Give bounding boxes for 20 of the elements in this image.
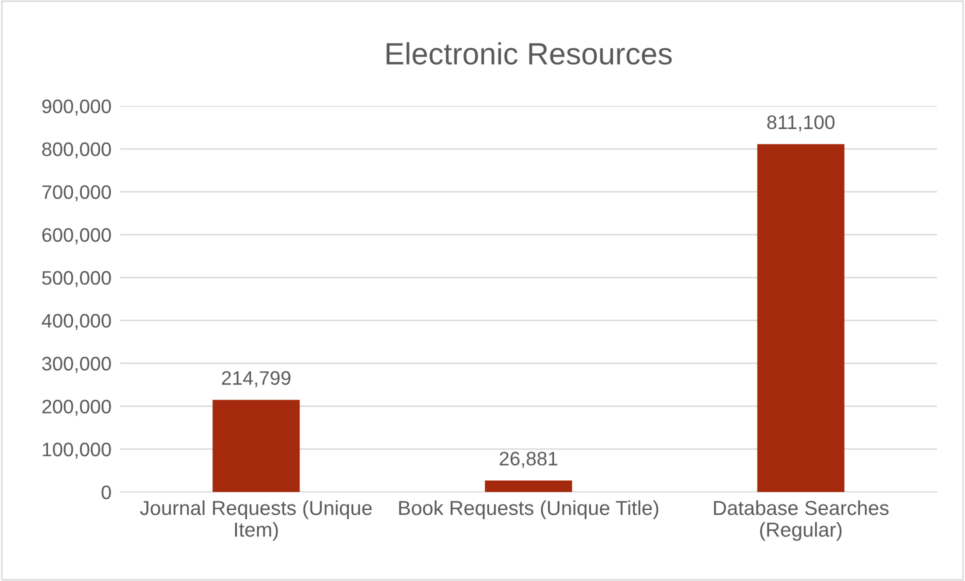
data-label: 811,100 [767,115,835,132]
bar [212,400,300,492]
bar [484,480,572,492]
y-tick-label: 800,000 [42,142,111,158]
data-label: 214,799 [222,371,290,388]
y-tick-label: 0 [102,485,111,500]
x-tick-label: Database Searches (Regular) [714,500,889,541]
y-tick-label: 100,000 [42,442,111,459]
x-tick-label: Journal Requests (Unique Item) [140,500,372,541]
y-tick-label: 300,000 [42,356,111,373]
data-label: 26,881 [500,452,558,468]
y-tick-label: 500,000 [42,271,111,288]
y-tick-label: 600,000 [42,228,111,244]
y-tick-label: 200,000 [42,400,111,416]
y-tick-label: 900,000 [42,99,111,116]
y-tick-label: 700,000 [42,185,111,202]
x-tick-label: Book Requests (Unique Title) [399,500,658,520]
y-tick-label: 400,000 [42,314,111,330]
chart-title: Electronic Resources [386,42,672,65]
bar [757,144,844,492]
